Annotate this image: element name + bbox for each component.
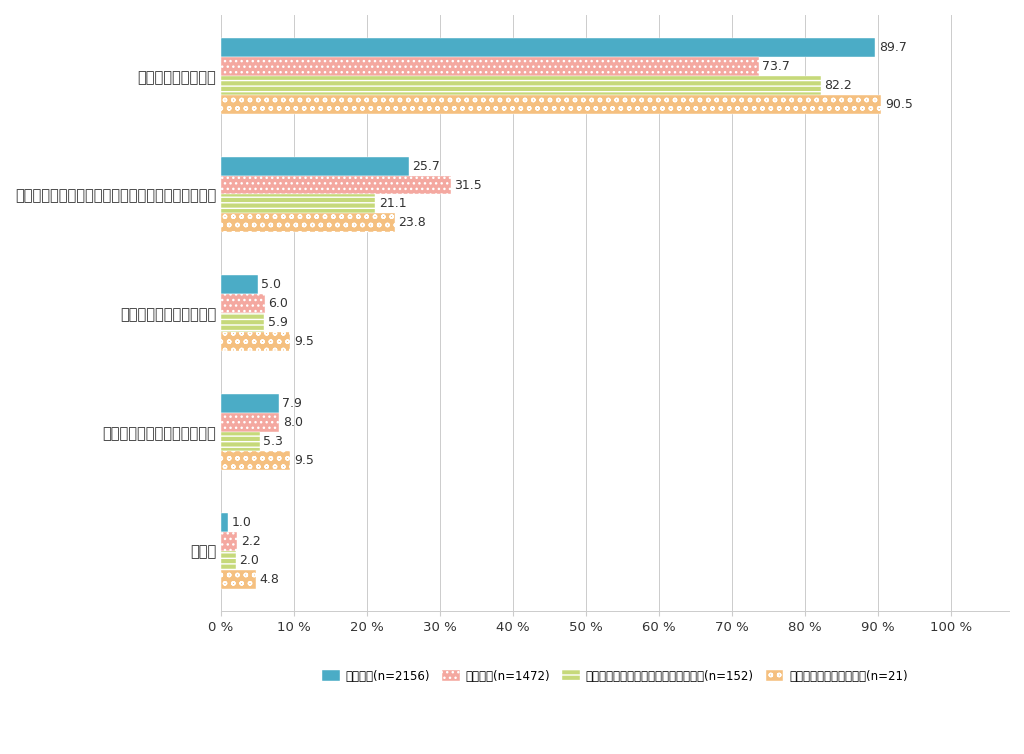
- Bar: [221, 157, 409, 176]
- Bar: [221, 76, 821, 95]
- Bar: [221, 176, 451, 195]
- Text: 6.0: 6.0: [268, 297, 289, 310]
- Text: 21.1: 21.1: [379, 198, 407, 210]
- Text: 2.0: 2.0: [240, 553, 259, 567]
- Bar: [221, 432, 260, 451]
- Text: 5.9: 5.9: [268, 316, 288, 329]
- Bar: [221, 275, 258, 294]
- Text: 4.8: 4.8: [260, 572, 280, 586]
- Text: 5.0: 5.0: [261, 278, 282, 291]
- Bar: [221, 451, 291, 470]
- Bar: [221, 195, 375, 213]
- Bar: [221, 333, 291, 351]
- Text: 9.5: 9.5: [294, 336, 314, 348]
- Legend: パワハラ(n=2156), セクハラ(n=1472), 妊娠・出産・育児休業等ハラスメント(n=152), 介護休業等ハラスメント(n=21): パワハラ(n=2156), セクハラ(n=1472), 妊娠・出産・育児休業等ハ…: [317, 665, 912, 688]
- Bar: [221, 95, 882, 114]
- Text: 7.9: 7.9: [283, 397, 302, 410]
- Text: 25.7: 25.7: [413, 160, 440, 173]
- Bar: [221, 569, 256, 589]
- Text: 2.2: 2.2: [241, 535, 260, 547]
- Text: 1.0: 1.0: [232, 516, 252, 529]
- Bar: [221, 294, 265, 313]
- Bar: [221, 513, 228, 532]
- Bar: [221, 313, 264, 333]
- Bar: [221, 532, 238, 550]
- Text: 89.7: 89.7: [880, 41, 907, 54]
- Text: 31.5: 31.5: [455, 179, 482, 192]
- Text: 23.8: 23.8: [398, 216, 426, 229]
- Bar: [221, 413, 280, 432]
- Text: 8.0: 8.0: [283, 416, 303, 429]
- Bar: [221, 38, 876, 57]
- Text: 73.7: 73.7: [763, 60, 791, 73]
- Text: 9.5: 9.5: [294, 454, 314, 467]
- Bar: [221, 57, 759, 76]
- Text: 82.2: 82.2: [824, 78, 852, 92]
- Bar: [221, 213, 394, 232]
- Text: 90.5: 90.5: [885, 98, 912, 111]
- Bar: [221, 550, 236, 569]
- Bar: [221, 394, 279, 413]
- Text: 5.3: 5.3: [263, 435, 284, 448]
